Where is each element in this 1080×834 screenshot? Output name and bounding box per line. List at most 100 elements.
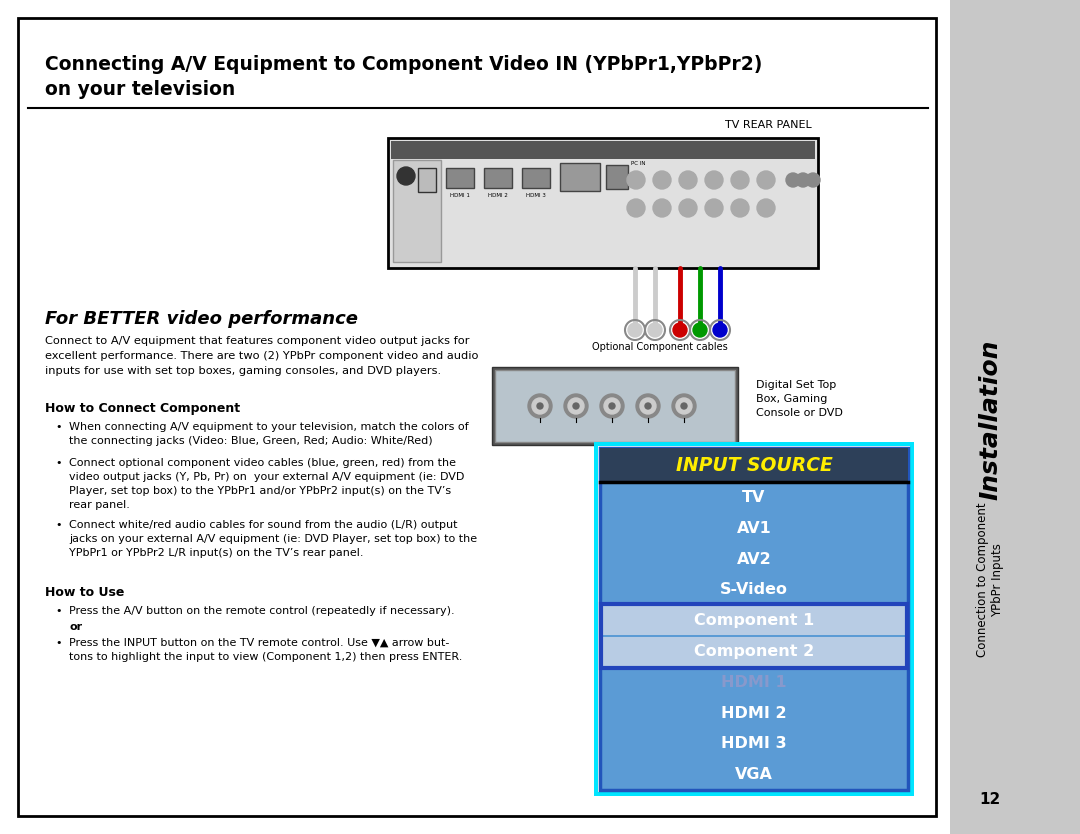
Circle shape (627, 199, 645, 217)
Text: video output jacks (Y, Pb, Pr) on  your external A/V equipment (ie: DVD: video output jacks (Y, Pb, Pr) on your e… (69, 472, 464, 482)
Circle shape (731, 171, 750, 189)
Circle shape (679, 171, 697, 189)
Text: YPbPr1 or YPbPr2 L/R input(s) on the TV’s rear panel.: YPbPr1 or YPbPr2 L/R input(s) on the TV’… (69, 548, 364, 558)
Circle shape (693, 323, 707, 337)
Text: TV REAR PANEL: TV REAR PANEL (725, 120, 811, 130)
Bar (598, 446, 910, 792)
Bar (446, 168, 474, 188)
Text: HDMI 2: HDMI 2 (488, 193, 508, 198)
Circle shape (673, 323, 687, 337)
Circle shape (573, 403, 579, 409)
Text: Player, set top box) to the YPbPr1 and/or YPbPr2 input(s) on the TV’s: Player, set top box) to the YPbPr1 and/o… (69, 486, 451, 496)
Bar (602, 606, 906, 635)
Bar (594, 442, 914, 796)
Text: HDMI 1: HDMI 1 (450, 193, 470, 198)
Text: •: • (55, 422, 62, 432)
Circle shape (609, 403, 615, 409)
Circle shape (676, 398, 692, 414)
Text: on your television: on your television (45, 80, 235, 99)
Bar (600, 604, 907, 668)
Text: AV1: AV1 (737, 520, 771, 535)
Text: •: • (55, 606, 62, 616)
Bar (418, 168, 436, 192)
Text: Connect white/red audio cables for sound from the audio (L/R) output: Connect white/red audio cables for sound… (69, 520, 458, 530)
Text: the connecting jacks (Video: Blue, Green, Red; Audio: White/Red): the connecting jacks (Video: Blue, Green… (69, 436, 433, 446)
Bar (600, 448, 908, 790)
Text: HDMI 3: HDMI 3 (526, 193, 545, 198)
Bar (561, 163, 600, 191)
Circle shape (653, 171, 671, 189)
Text: Digital Set Top: Digital Set Top (756, 380, 836, 390)
Bar (600, 448, 908, 482)
Circle shape (757, 171, 775, 189)
Text: HDMI 2: HDMI 2 (721, 706, 787, 721)
Text: S-Video: S-Video (720, 582, 788, 597)
Circle shape (713, 323, 727, 337)
Circle shape (731, 199, 750, 217)
Bar (602, 637, 906, 666)
Text: PC IN: PC IN (631, 161, 645, 166)
Circle shape (640, 398, 656, 414)
Text: Connection to Component
YPbPr Inputs: Connection to Component YPbPr Inputs (976, 503, 1004, 657)
Text: tons to highlight the input to view (Component 1,2) then press ENTER.: tons to highlight the input to view (Com… (69, 652, 462, 662)
Bar (391, 141, 815, 159)
Circle shape (604, 398, 620, 414)
Bar (606, 165, 627, 189)
Text: INPUT SOURCE: INPUT SOURCE (676, 455, 833, 475)
Text: jacks on your external A/V equipment (ie: DVD Player, set top box) to the: jacks on your external A/V equipment (ie… (69, 534, 477, 544)
Text: HDMI 3: HDMI 3 (721, 736, 787, 751)
Text: •: • (55, 638, 62, 648)
Bar (393, 160, 441, 262)
Circle shape (757, 199, 775, 217)
Circle shape (679, 199, 697, 217)
Text: •: • (55, 520, 62, 530)
Text: Box, Gaming: Box, Gaming (756, 394, 827, 404)
Text: TV: TV (742, 490, 766, 505)
Circle shape (705, 171, 723, 189)
Bar (950, 0, 1080, 834)
Circle shape (627, 323, 642, 337)
Text: Component 2: Component 2 (693, 644, 814, 659)
Text: Connect optional component video cables (blue, green, red) from the: Connect optional component video cables … (69, 458, 456, 468)
Text: rear panel.: rear panel. (69, 500, 130, 510)
Text: Press the INPUT button on the TV remote control. Use ▼▲ arrow but-: Press the INPUT button on the TV remote … (69, 638, 449, 648)
Bar (492, 367, 738, 445)
Circle shape (636, 394, 660, 418)
Circle shape (532, 398, 548, 414)
Bar (522, 168, 550, 188)
Text: How to Use: How to Use (45, 586, 124, 599)
Text: Connecting A/V Equipment to Component Video IN (YPbPr1,YPbPr2): Connecting A/V Equipment to Component Vi… (45, 55, 762, 74)
Circle shape (786, 173, 800, 187)
Bar (484, 168, 512, 188)
Circle shape (397, 167, 415, 185)
Circle shape (705, 199, 723, 217)
Text: VGA: VGA (735, 767, 773, 782)
Circle shape (564, 394, 588, 418)
Circle shape (627, 171, 645, 189)
Circle shape (568, 398, 584, 414)
Text: Connect to A/V equipment that features component video output jacks for
excellen: Connect to A/V equipment that features c… (45, 336, 478, 375)
Text: •: • (55, 458, 62, 468)
Circle shape (653, 199, 671, 217)
Text: AV2: AV2 (737, 551, 771, 566)
Text: When connecting A/V equipment to your television, match the colors of: When connecting A/V equipment to your te… (69, 422, 469, 432)
Text: Installation: Installation (978, 339, 1002, 500)
Circle shape (645, 403, 651, 409)
FancyBboxPatch shape (388, 138, 818, 268)
Bar (18, 18, 936, 816)
Text: Console or DVD: Console or DVD (756, 408, 842, 418)
Bar (495, 370, 735, 442)
Circle shape (672, 394, 696, 418)
Text: HDMI 1: HDMI 1 (721, 675, 787, 690)
Text: How to Connect Component: How to Connect Component (45, 402, 240, 415)
Circle shape (681, 403, 687, 409)
Circle shape (528, 394, 552, 418)
Text: For BETTER video performance: For BETTER video performance (45, 310, 357, 328)
Text: or: or (69, 622, 82, 632)
Circle shape (806, 173, 820, 187)
Text: 12: 12 (980, 792, 1001, 807)
Circle shape (600, 394, 624, 418)
Text: Press the A/V button on the remote control (repeatedly if necessary).: Press the A/V button on the remote contr… (69, 606, 455, 616)
Text: Component 1: Component 1 (693, 613, 814, 628)
Circle shape (648, 323, 662, 337)
